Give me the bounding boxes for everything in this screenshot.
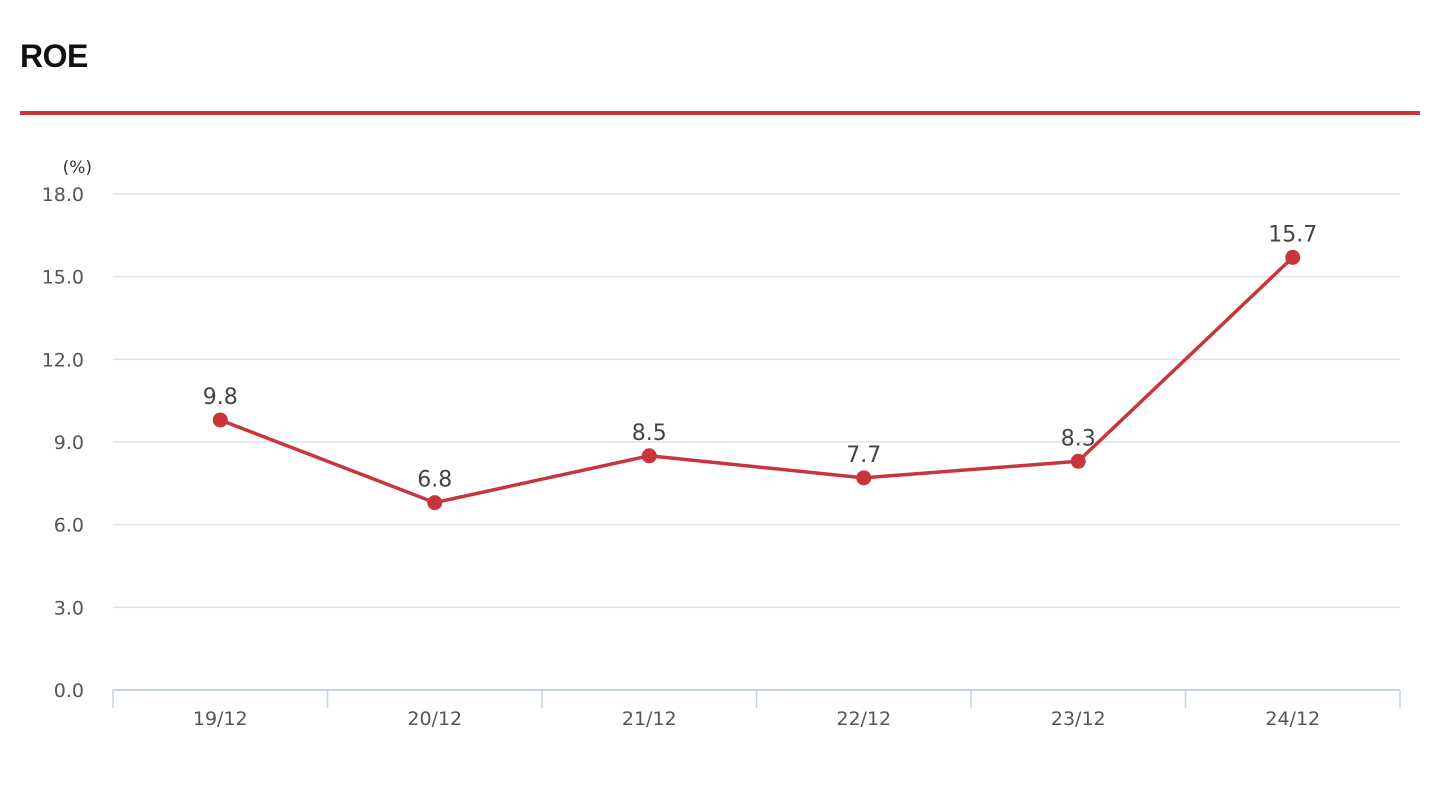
y-axis-unit-label: (%) [63,158,92,178]
x-tick-label: 22/12 [836,708,891,730]
data-labels: 9.8 6.8 8.5 7.7 8.3 15.7 [203,222,1317,492]
data-point [1070,453,1086,469]
y-tick-label: 18.0 [42,184,84,206]
page-title: ROE [20,38,88,74]
x-tick-label: 24/12 [1265,708,1320,730]
data-point [641,448,657,464]
series-roe [212,249,1301,511]
gridlines [113,193,1400,609]
series-line [219,256,1294,505]
x-axis [112,689,1401,708]
data-point [856,470,872,486]
x-tick-label: 20/12 [407,708,462,730]
y-tick-label: 0.0 [54,680,84,702]
y-tick-label: 12.0 [42,349,84,371]
data-point [427,495,443,511]
data-label: 9.8 [203,385,238,410]
x-axis-ticks: 19/12 20/12 21/12 22/12 23/12 24/12 [193,708,1320,730]
y-axis-ticks: 0.0 3.0 6.0 9.0 12.0 15.0 18.0 [42,184,84,702]
y-tick-label: 3.0 [54,597,84,619]
data-label: 15.7 [1268,222,1317,247]
data-label: 6.8 [417,468,452,493]
x-tick-label: 19/12 [193,708,248,730]
data-point [212,412,228,428]
data-point [1285,249,1301,265]
data-label: 8.5 [632,421,667,446]
y-tick-label: 15.0 [42,267,84,289]
data-label: 8.3 [1061,426,1096,451]
x-tick-label: 23/12 [1051,708,1106,730]
y-tick-label: 6.0 [54,515,84,537]
y-tick-label: 9.0 [54,432,84,454]
x-tick-label: 21/12 [622,708,677,730]
data-label: 7.7 [846,443,881,468]
title-divider [20,111,1420,115]
